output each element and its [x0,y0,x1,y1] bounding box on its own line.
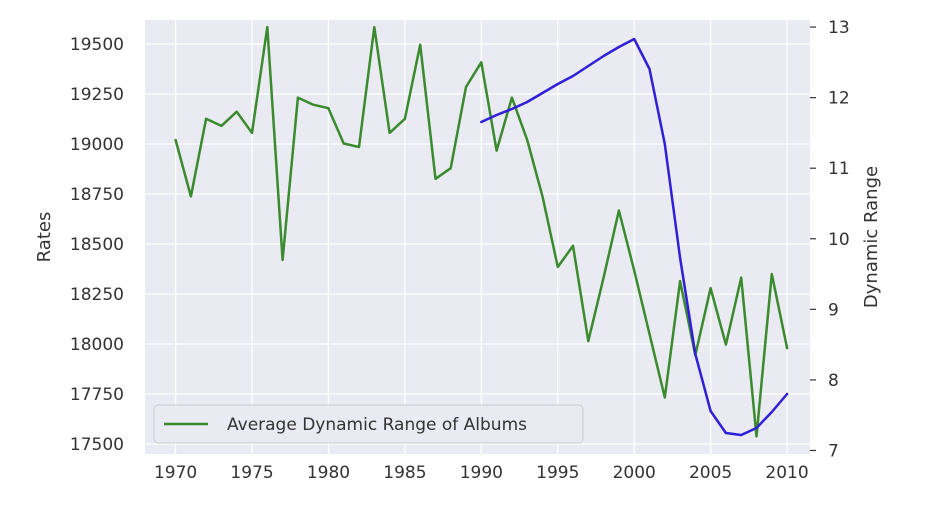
x-tick-label: 1975 [230,463,273,483]
left-y-tick-label: 19250 [70,85,124,105]
left-y-tick-label: 18250 [70,285,124,305]
x-tick-label: 1990 [460,463,503,483]
legend: Average Dynamic Range of Albums [153,404,584,444]
x-tick-label: 2005 [689,463,732,483]
x-tick-label: 1985 [383,463,426,483]
series-line-1 [174,25,789,438]
x-tick-label: 2010 [765,463,808,483]
x-tick-label: 1970 [154,463,197,483]
right-y-axis: 7 8 9 10 11 12 13 [810,18,850,461]
left-y-tick-label: 18500 [70,235,124,255]
left-y-tick-label: 19500 [70,35,124,55]
x-tick-label: 1995 [536,463,579,483]
x-tick-label: 1980 [307,463,350,483]
series-line-2 [480,37,789,437]
legend-box [153,404,584,444]
right-y-tick-label: 10 [828,230,850,250]
plot-background [145,20,810,454]
left-y-tick-label: 17500 [70,435,124,455]
right-y-tick-label: 9 [828,300,839,320]
right-y-tick-label: 11 [828,159,850,179]
legend-label: Average Dynamic Range of Albums [227,415,527,435]
right-y-tick-label: 8 [828,371,839,391]
right-axis-title: Dynamic Range [861,166,882,308]
left-y-tick-label: 18000 [70,335,124,355]
x-tick-label: 2000 [613,463,656,483]
left-axis-title: Rates [34,212,55,263]
left-y-axis: 17500 17750 18000 18250 18500 18750 19000 19250… [70,35,124,455]
grid [145,20,810,454]
left-y-tick-label: 17750 [70,385,124,405]
x-axis: 1970 1975 1980 1985 1990 1995 2000 2005 2010 [154,463,809,483]
left-y-tick-label: 18750 [70,185,124,205]
right-y-tick-label: 12 [828,89,850,109]
right-y-tick-label: 7 [828,441,839,461]
right-y-tick-label: 13 [828,18,850,38]
left-y-tick-label: 19000 [70,135,124,155]
series-layer [174,25,789,438]
